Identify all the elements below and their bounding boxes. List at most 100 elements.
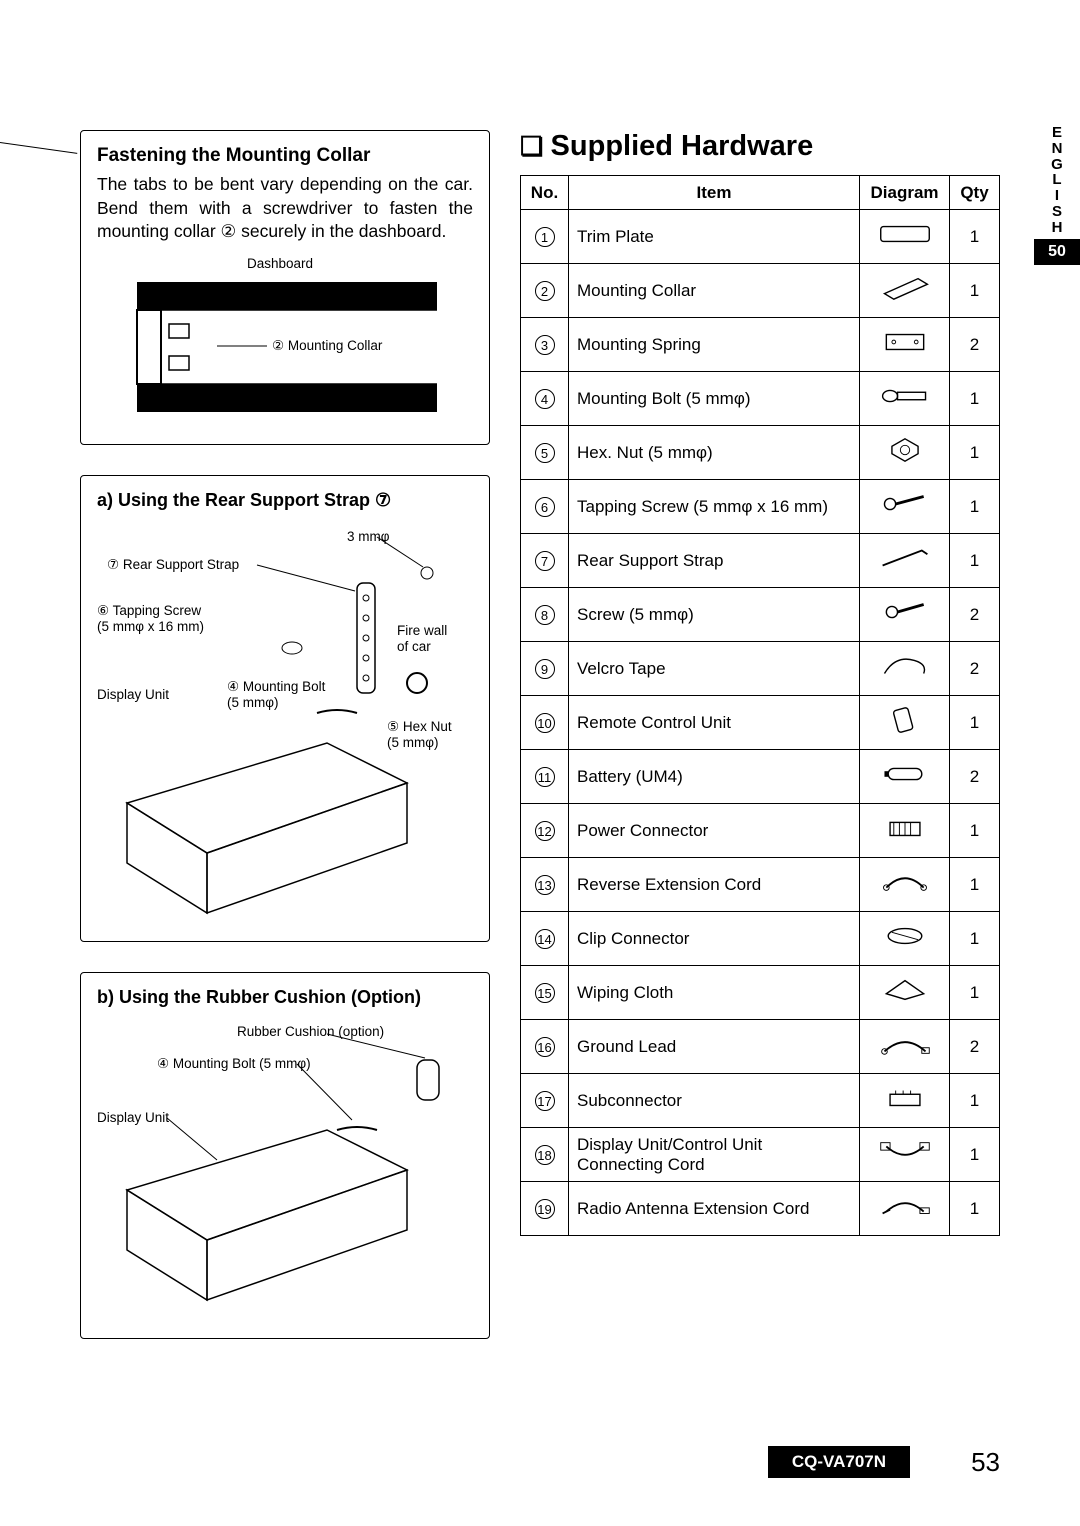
- cell-item: Tapping Screw (5 mmφ x 16 mm): [569, 480, 860, 534]
- cell-no: 11: [521, 750, 569, 804]
- cell-qty: 1: [950, 534, 1000, 588]
- table-row: 9Velcro Tape 2: [521, 642, 1000, 696]
- table-row: 12Power Connector1: [521, 804, 1000, 858]
- cell-item: Ground Lead: [569, 1020, 860, 1074]
- strap-diagram-svg: [97, 523, 467, 923]
- cell-item: Hex. Nut (5 mmφ): [569, 426, 860, 480]
- cell-item: Trim Plate: [569, 210, 860, 264]
- page-content: Fastening the Mounting Collar The tabs t…: [80, 130, 1000, 1369]
- table-row: 15Wiping Cloth 1: [521, 966, 1000, 1020]
- cell-no: 16: [521, 1020, 569, 1074]
- table-row: 5Hex. Nut (5 mmφ)1: [521, 426, 1000, 480]
- cell-no: 7: [521, 534, 569, 588]
- cell-qty: 1: [950, 210, 1000, 264]
- hardware-table: No. Item Diagram Qty 1Trim Plate12Mounti…: [520, 175, 1000, 1236]
- cell-qty: 1: [950, 264, 1000, 318]
- cell-diagram: [860, 1020, 950, 1074]
- table-header-row: No. Item Diagram Qty: [521, 176, 1000, 210]
- table-row: 4Mounting Bolt (5 mmφ)1: [521, 372, 1000, 426]
- cell-no: 19: [521, 1182, 569, 1236]
- cell-qty: 1: [950, 858, 1000, 912]
- cell-item: Mounting Collar: [569, 264, 860, 318]
- diagram-fastening: Dashboard ② Mounting Collar: [97, 256, 473, 426]
- cell-diagram: [860, 696, 950, 750]
- table-row: 16Ground Lead2: [521, 1020, 1000, 1074]
- cell-qty: 1: [950, 696, 1000, 750]
- th-qty: Qty: [950, 176, 1000, 210]
- table-row: 19Radio Antenna Extension Cord 1: [521, 1182, 1000, 1236]
- cell-item: Remote Control Unit: [569, 696, 860, 750]
- cell-no: 2: [521, 264, 569, 318]
- cell-item: Screw (5 mmφ): [569, 588, 860, 642]
- cell-diagram: [860, 804, 950, 858]
- cell-no: 1: [521, 210, 569, 264]
- panel-fastening-collar: Fastening the Mounting Collar The tabs t…: [80, 130, 490, 445]
- panel-cushion-title: b) Using the Rubber Cushion (Option): [97, 987, 473, 1008]
- cell-no: 3: [521, 318, 569, 372]
- table-row: 13Reverse Extension Cord 1: [521, 858, 1000, 912]
- panel-strap-title: a) Using the Rear Support Strap ⑦: [97, 490, 473, 511]
- table-row: 1Trim Plate1: [521, 210, 1000, 264]
- cell-no: 10: [521, 696, 569, 750]
- cell-diagram: [860, 966, 950, 1020]
- panel-rear-strap: a) Using the Rear Support Strap ⑦ 3 mmφ …: [80, 475, 490, 942]
- table-row: 10Remote Control Unit 1: [521, 696, 1000, 750]
- cell-qty: 1: [950, 966, 1000, 1020]
- cell-diagram: [860, 750, 950, 804]
- cell-no: 9: [521, 642, 569, 696]
- cell-item: Clip Connector: [569, 912, 860, 966]
- cell-no: 15: [521, 966, 569, 1020]
- th-item: Item: [569, 176, 860, 210]
- cell-qty: 2: [950, 588, 1000, 642]
- table-row: 2Mounting Collar 1: [521, 264, 1000, 318]
- table-row: 8Screw (5 mmφ)2: [521, 588, 1000, 642]
- footer-model: CQ-VA707N: [768, 1446, 910, 1478]
- cell-qty: 1: [950, 1074, 1000, 1128]
- cell-diagram: [860, 426, 950, 480]
- cell-item: Rear Support Strap: [569, 534, 860, 588]
- side-language-label: ENGLISH: [1034, 125, 1080, 235]
- cell-diagram: [860, 1182, 950, 1236]
- cell-qty: 2: [950, 642, 1000, 696]
- cell-diagram: [860, 642, 950, 696]
- panel-fastening-title: Fastening the Mounting Collar: [97, 145, 473, 167]
- table-row: 14Clip Connector1: [521, 912, 1000, 966]
- cell-item: Velcro Tape: [569, 642, 860, 696]
- cell-no: 17: [521, 1074, 569, 1128]
- th-diagram: Diagram: [860, 176, 950, 210]
- cell-diagram: [860, 210, 950, 264]
- cell-diagram: [860, 1128, 950, 1182]
- cell-diagram: [860, 480, 950, 534]
- supplied-hardware-title: Supplied Hardware: [520, 130, 1000, 163]
- left-column: Fastening the Mounting Collar The tabs t…: [80, 130, 490, 1369]
- cell-diagram: [860, 588, 950, 642]
- cell-item: Wiping Cloth: [569, 966, 860, 1020]
- cell-qty: 1: [950, 1128, 1000, 1182]
- cell-item: Subconnector: [569, 1074, 860, 1128]
- table-row: 17Subconnector 1: [521, 1074, 1000, 1128]
- cell-item: Mounting Bolt (5 mmφ): [569, 372, 860, 426]
- diagram-strap: 3 mmφ ⑦ Rear Support Strap ⑥ Tapping Scr…: [97, 523, 473, 923]
- leader-line: [0, 142, 77, 154]
- cell-item: Radio Antenna Extension Cord: [569, 1182, 860, 1236]
- cell-no: 13: [521, 858, 569, 912]
- cell-diagram: [860, 912, 950, 966]
- cell-diagram: [860, 858, 950, 912]
- cell-diagram: [860, 264, 950, 318]
- cell-qty: 1: [950, 1182, 1000, 1236]
- label-mounting-collar: ② Mounting Collar: [272, 338, 382, 354]
- cell-diagram: [860, 534, 950, 588]
- label-dashboard: Dashboard: [247, 256, 313, 271]
- cell-qty: 1: [950, 426, 1000, 480]
- cell-no: 6: [521, 480, 569, 534]
- table-row: 7Rear Support Strap 1: [521, 534, 1000, 588]
- cell-qty: 2: [950, 318, 1000, 372]
- cell-item: Display Unit/Control Unit Connecting Cor…: [569, 1128, 860, 1182]
- panel-rubber-cushion: b) Using the Rubber Cushion (Option) Rub…: [80, 972, 490, 1339]
- cell-no: 4: [521, 372, 569, 426]
- table-row: 6Tapping Screw (5 mmφ x 16 mm)1: [521, 480, 1000, 534]
- diagram-cushion: Rubber Cushion (option) ④ Mounting Bolt …: [97, 1020, 473, 1320]
- cell-diagram: [860, 1074, 950, 1128]
- cell-item: Reverse Extension Cord: [569, 858, 860, 912]
- cell-qty: 1: [950, 804, 1000, 858]
